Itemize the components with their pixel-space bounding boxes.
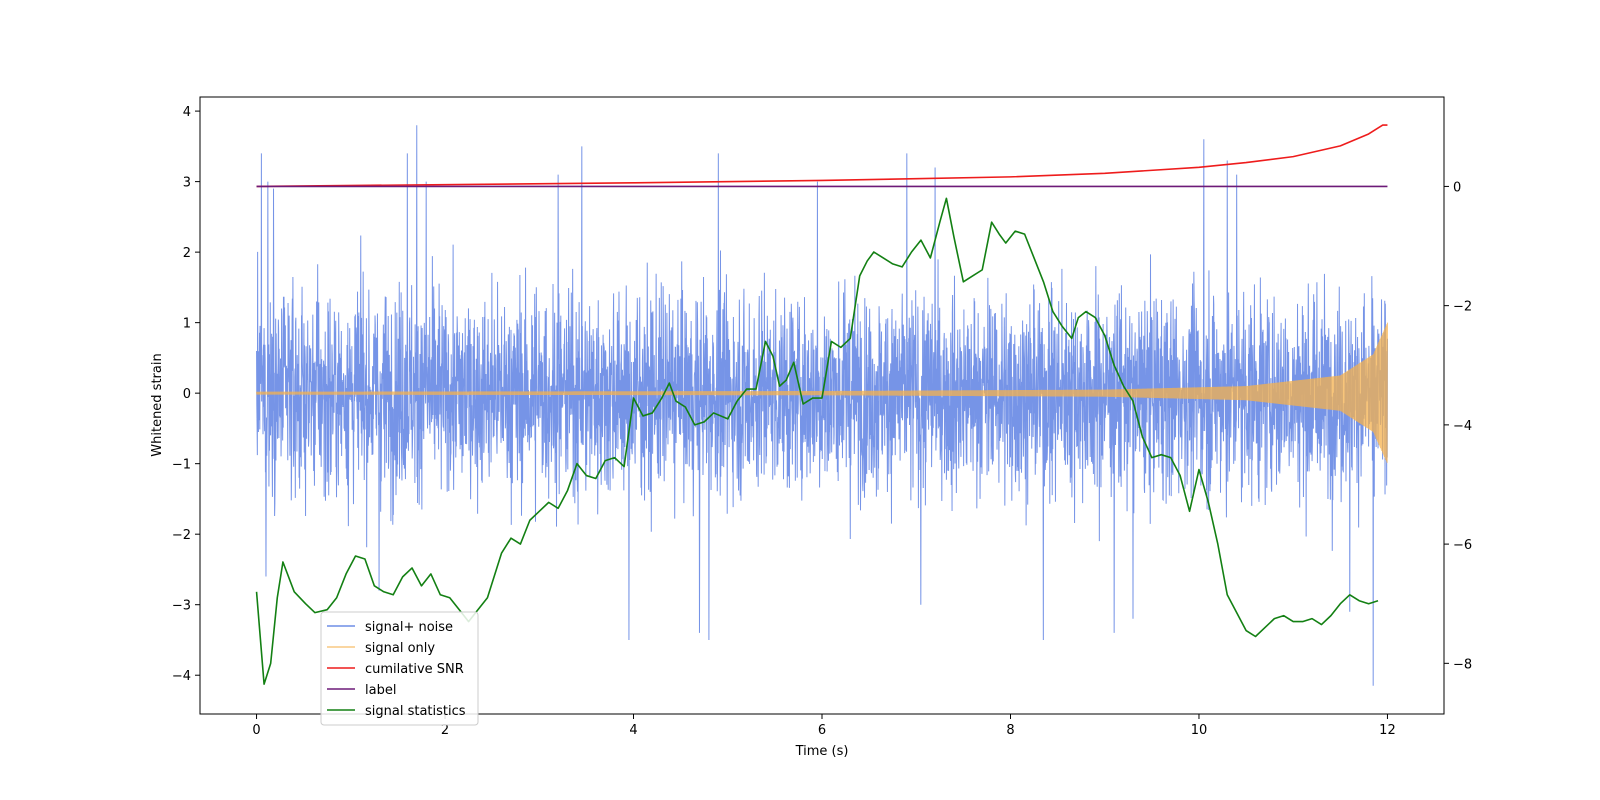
y2-tick-label: −2 bbox=[1453, 300, 1472, 315]
x-tick-label: 10 bbox=[1191, 723, 1208, 738]
series-signal-noise-line bbox=[256, 125, 1388, 686]
legend-entry: signal+ noise bbox=[327, 620, 453, 635]
legend-label: signal only bbox=[365, 641, 435, 656]
y-tick-label: 1 bbox=[183, 317, 191, 332]
x-tick-label: 0 bbox=[252, 723, 260, 738]
legend-label: signal+ noise bbox=[365, 620, 453, 635]
x-axis-label: Time (s) bbox=[795, 744, 849, 759]
y-tick-label: 4 bbox=[183, 105, 191, 120]
y2-tick-label: −8 bbox=[1453, 657, 1472, 672]
legend: signal+ noise signal only cumilative SNR la… bbox=[320, 611, 479, 726]
x-tick-label: 6 bbox=[818, 723, 826, 738]
series-signal-statistics-line bbox=[255, 197, 1379, 685]
y2-tick-label: −6 bbox=[1453, 538, 1472, 553]
y2-tick-label: −4 bbox=[1453, 419, 1472, 434]
legend-label: label bbox=[365, 683, 396, 698]
series-cumulative-snr-line bbox=[256, 124, 1388, 188]
y-axis-ticks: −4 −3 −2 −1 0 1 2 3 4 bbox=[172, 105, 200, 684]
y-tick-label: 3 bbox=[183, 176, 191, 191]
legend-entry: label bbox=[327, 683, 396, 698]
y-tick-label: −3 bbox=[172, 599, 191, 614]
y-tick-label: 2 bbox=[183, 246, 191, 261]
x-tick-label: 12 bbox=[1379, 723, 1396, 738]
plot-content bbox=[255, 124, 1388, 686]
y2-tick-label: 0 bbox=[1453, 180, 1461, 195]
y-tick-label: −1 bbox=[172, 458, 191, 473]
legend-entry: signal only bbox=[327, 641, 435, 656]
y-tick-label: −2 bbox=[172, 528, 191, 543]
legend-box bbox=[320, 611, 479, 726]
y2-axis-ticks: −8 −6 −4 −2 0 bbox=[1444, 180, 1472, 672]
legend-label: cumilative SNR bbox=[365, 662, 464, 677]
y-tick-label: 0 bbox=[183, 387, 191, 402]
x-tick-label: 4 bbox=[629, 723, 637, 738]
legend-label: signal statistics bbox=[365, 704, 466, 719]
series-signal-only-line bbox=[256, 322, 1388, 463]
y-axis-label: Whitened strain bbox=[150, 353, 165, 456]
x-tick-label: 8 bbox=[1006, 723, 1014, 738]
legend-entry: cumilative SNR bbox=[327, 662, 464, 677]
y-tick-label: −4 bbox=[172, 669, 191, 684]
x-tick-label: 2 bbox=[441, 723, 449, 738]
legend-entry: signal statistics bbox=[327, 704, 466, 719]
